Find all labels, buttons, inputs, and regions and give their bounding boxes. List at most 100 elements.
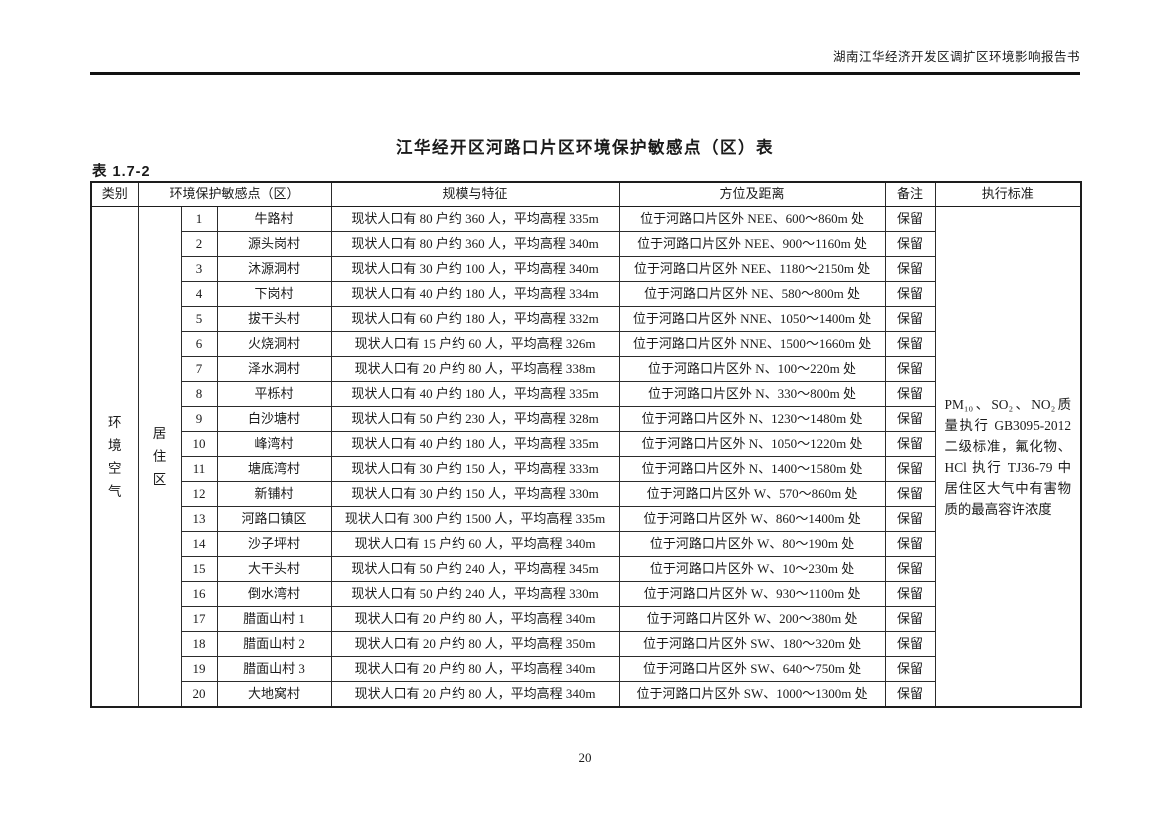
cell-remark: 保留 bbox=[884, 531, 936, 557]
table-row: 11 塘底湾村 现状人口有 30 户约 150 人，平均高程 333m 位于河路口片区… bbox=[91, 456, 1081, 482]
cell-index: 14 bbox=[180, 531, 218, 557]
cell-remark: 保留 bbox=[884, 556, 936, 582]
cell-remark: 保留 bbox=[884, 606, 936, 632]
cell-direction: 位于河路口片区外 NEE、1180～2150m 处 bbox=[618, 256, 886, 282]
cell-remark: 保留 bbox=[884, 281, 936, 307]
cell-name: 大地窝村 bbox=[216, 681, 332, 708]
cell-remark: 保留 bbox=[884, 431, 936, 457]
table-row: 5 拔干头村 现状人口有 60 户约 180 人，平均高程 332m 位于河路口片区外… bbox=[91, 306, 1081, 332]
cell-direction: 位于河路口片区外 W、10～230m 处 bbox=[618, 556, 886, 582]
cell-direction: 位于河路口片区外 SW、1000～1300m 处 bbox=[618, 681, 886, 708]
cell-name: 腊面山村 1 bbox=[216, 606, 332, 632]
cell-name: 腊面山村 2 bbox=[216, 631, 332, 657]
cell-remark: 保留 bbox=[884, 631, 936, 657]
page-number: 20 bbox=[578, 750, 592, 765]
table-row: 20 大地窝村 现状人口有 20 户约 80 人，平均高程 340m 位于河路口片区外… bbox=[91, 681, 1081, 708]
cell-direction: 位于河路口片区外 SW、180～320m 处 bbox=[618, 631, 886, 657]
cell-index: 7 bbox=[180, 356, 218, 382]
cell-direction: 位于河路口片区外 W、200～380m 处 bbox=[618, 606, 886, 632]
report-title: 湖南江华经济开发区调扩区环境影响报告书 bbox=[832, 50, 1080, 64]
cell-direction: 位于河路口片区外 NE、580～800m 处 bbox=[618, 281, 886, 307]
cell-remark: 保留 bbox=[884, 306, 936, 332]
cell-index: 18 bbox=[180, 631, 218, 657]
cell-remark: 保留 bbox=[884, 456, 936, 482]
cell-scale: 现状人口有 20 户约 80 人，平均高程 350m bbox=[330, 631, 620, 657]
cell-index: 1 bbox=[180, 206, 218, 232]
cell-name: 泽水洞村 bbox=[216, 356, 332, 382]
cell-scale: 现状人口有 20 户约 80 人，平均高程 340m bbox=[330, 656, 620, 682]
header-remark: 备注 bbox=[884, 181, 936, 207]
cell-name: 河路口镇区 bbox=[216, 506, 332, 532]
header-category: 类别 bbox=[90, 181, 139, 207]
cell-direction: 位于河路口片区外 N、1230～1480m 处 bbox=[618, 406, 886, 432]
cell-name: 平栎村 bbox=[216, 381, 332, 407]
cell-index: 3 bbox=[180, 256, 218, 282]
cell-remark: 保留 bbox=[884, 256, 936, 282]
cell-direction: 位于河路口片区外 N、1050～1220m 处 bbox=[618, 431, 886, 457]
cell-remark: 保留 bbox=[884, 581, 936, 607]
cell-direction: 位于河路口片区外 W、930～1100m 处 bbox=[618, 581, 886, 607]
table-title: 江华经开区河路口片区环境保护敏感点（区）表 bbox=[396, 139, 774, 157]
table-row: 2 源头岗村 现状人口有 80 户约 360 人，平均高程 340m 位于河路口片区外… bbox=[91, 231, 1081, 257]
table-row: 19 腊面山村 3 现状人口有 20 户约 80 人，平均高程 340m 位于河路口片… bbox=[91, 656, 1081, 682]
cell-index: 20 bbox=[180, 681, 218, 708]
cell-index: 13 bbox=[180, 506, 218, 532]
table-row: 4 下岗村 现状人口有 40 户约 180 人，平均高程 334m 位于河路口片区外 … bbox=[91, 281, 1081, 307]
cell-index: 10 bbox=[180, 431, 218, 457]
cell-direction: 位于河路口片区外 NEE、900～1160m 处 bbox=[618, 231, 886, 257]
cell-name: 牛路村 bbox=[216, 206, 332, 232]
cell-direction: 位于河路口片区外 N、1400～1580m 处 bbox=[618, 456, 886, 482]
cell-scale: 现状人口有 60 户约 180 人，平均高程 332m bbox=[330, 306, 620, 332]
table-row: 15 大干头村 现状人口有 50 户约 240 人，平均高程 345m 位于河路口片区… bbox=[91, 556, 1081, 582]
cell-name: 沙子坪村 bbox=[216, 531, 332, 557]
header-scale: 规模与特征 bbox=[330, 181, 620, 207]
cell-scale: 现状人口有 20 户约 80 人，平均高程 340m bbox=[330, 681, 620, 708]
cell-scale: 现状人口有 40 户约 180 人，平均高程 334m bbox=[330, 281, 620, 307]
cell-name: 火烧洞村 bbox=[216, 331, 332, 357]
table-row: 8 平栎村 现状人口有 40 户约 180 人，平均高程 335m 位于河路口片区外 … bbox=[91, 381, 1081, 407]
cell-direction: 位于河路口片区外 W、860～1400m 处 bbox=[618, 506, 886, 532]
cell-remark: 保留 bbox=[884, 406, 936, 432]
cell-index: 4 bbox=[180, 281, 218, 307]
cell-scale: 现状人口有 80 户约 360 人，平均高程 335m bbox=[330, 206, 620, 232]
cell-scale: 现状人口有 50 户约 240 人，平均高程 345m bbox=[330, 556, 620, 582]
cell-remark: 保留 bbox=[884, 331, 936, 357]
table-row: 14 沙子坪村 现状人口有 15 户约 60 人，平均高程 340m 位于河路口片区外… bbox=[91, 531, 1081, 557]
cell-direction: 位于河路口片区外 NEE、600～860m 处 bbox=[618, 206, 886, 232]
header-direction: 方位及距离 bbox=[618, 181, 886, 207]
table-row: 18 腊面山村 2 现状人口有 20 户约 80 人，平均高程 350m 位于河路口片… bbox=[91, 631, 1081, 657]
cell-scale: 现状人口有 40 户约 180 人，平均高程 335m bbox=[330, 381, 620, 407]
cell-name: 大干头村 bbox=[216, 556, 332, 582]
header-standard: 执行标准 bbox=[934, 181, 1082, 207]
cell-name: 倒水湾村 bbox=[216, 581, 332, 607]
cell-scale: 现状人口有 15 户约 60 人，平均高程 326m bbox=[330, 331, 620, 357]
cell-name: 新铺村 bbox=[216, 481, 332, 507]
cell-name: 白沙塘村 bbox=[216, 406, 332, 432]
cell-name: 拔干头村 bbox=[216, 306, 332, 332]
cell-remark: 保留 bbox=[884, 481, 936, 507]
cell-index: 17 bbox=[180, 606, 218, 632]
cell-remark: 保留 bbox=[884, 356, 936, 382]
table-row: 16 倒水湾村 现状人口有 50 户约 240 人，平均高程 330m 位于河路口片区… bbox=[91, 581, 1081, 607]
table-row: 12 新铺村 现状人口有 30 户约 150 人，平均高程 330m 位于河路口片区外… bbox=[91, 481, 1081, 507]
cell-scale: 现状人口有 30 户约 150 人，平均高程 330m bbox=[330, 481, 620, 507]
cell-index: 12 bbox=[180, 481, 218, 507]
header-row: 类别 环境保护敏感点（区） 规模与特征 方位及距离 备注 执行标准 bbox=[90, 181, 1082, 207]
cell-direction: 位于河路口片区外 NNE、1050～1400m 处 bbox=[618, 306, 886, 332]
cell-scale: 现状人口有 50 户约 240 人，平均高程 330m bbox=[330, 581, 620, 607]
cell-scale: 现状人口有 300 户约 1500 人，平均高程 335m bbox=[330, 506, 620, 532]
cell-scale: 现状人口有 15 户约 60 人，平均高程 340m bbox=[330, 531, 620, 557]
cell-scale: 现状人口有 50 户约 230 人，平均高程 328m bbox=[330, 406, 620, 432]
cell-name: 源头岗村 bbox=[216, 231, 332, 257]
cell-name: 沐源洞村 bbox=[216, 256, 332, 282]
cell-name: 峰湾村 bbox=[216, 431, 332, 457]
cell-index: 2 bbox=[180, 231, 218, 257]
cell-index: 15 bbox=[180, 556, 218, 582]
cell-name: 塘底湾村 bbox=[216, 456, 332, 482]
cell-direction: 位于河路口片区外 W、80～190m 处 bbox=[618, 531, 886, 557]
table-row: 10 峰湾村 现状人口有 40 户约 180 人，平均高程 335m 位于河路口片区外… bbox=[91, 431, 1081, 457]
table-row: 13 河路口镇区 现状人口有 300 户约 1500 人，平均高程 335m 位于河路… bbox=[91, 506, 1081, 532]
table-label: 表 1.7-2 bbox=[92, 164, 151, 180]
report-header: 湖南江华经济开发区调扩区环境影响报告书 bbox=[90, 46, 1080, 75]
